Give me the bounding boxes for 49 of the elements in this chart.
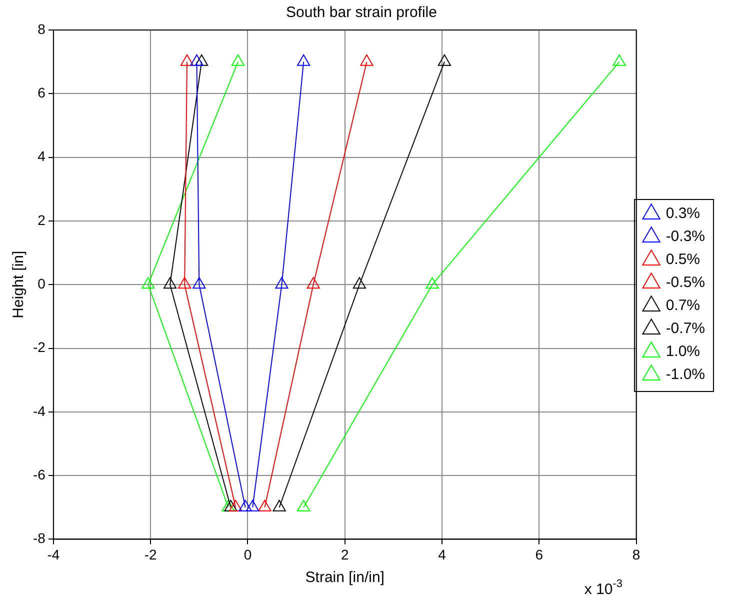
x-tick-label: 6 xyxy=(535,546,544,562)
x-tick-label: 8 xyxy=(632,546,640,562)
point xyxy=(297,500,310,512)
point xyxy=(231,54,245,66)
point xyxy=(178,277,192,289)
point xyxy=(142,277,155,289)
legend-label: -0.5% xyxy=(666,274,706,292)
point xyxy=(306,277,320,289)
point xyxy=(426,277,439,289)
legend-label: 0.3% xyxy=(666,205,700,222)
y-tick-label: 2 xyxy=(38,212,46,228)
y-tick-label: -4 xyxy=(32,402,46,419)
point xyxy=(180,54,194,66)
legend-label: -0.7% xyxy=(666,320,706,338)
point xyxy=(352,277,366,289)
y-tick-label: -8 xyxy=(32,530,46,546)
point xyxy=(612,54,626,66)
point xyxy=(224,500,238,512)
point xyxy=(275,277,288,289)
y-tick-label: -2 xyxy=(32,339,46,356)
y-tick-label: -6 xyxy=(32,466,46,482)
y-tick-label: 6 xyxy=(38,84,46,101)
x-axis-title: Strain [in/in] xyxy=(305,569,384,586)
point xyxy=(272,500,286,512)
point xyxy=(258,500,272,512)
legend-label: 0.5% xyxy=(666,251,700,268)
x-tick-label: 2 xyxy=(340,546,349,562)
legend-label: -1.0% xyxy=(666,366,706,384)
point xyxy=(192,277,206,289)
point xyxy=(163,277,177,289)
y-axis-title: Height [in] xyxy=(10,250,28,318)
legend-label: 1.0% xyxy=(666,343,700,360)
point xyxy=(360,54,374,66)
y-tick-label: 8 xyxy=(38,20,46,37)
point xyxy=(195,54,208,66)
legend-label: -0.3% xyxy=(666,228,706,246)
x-tick-label: -2 xyxy=(144,546,158,562)
x-tick-label: 4 xyxy=(438,546,446,562)
y-tick-label: 0 xyxy=(38,275,46,292)
point xyxy=(238,500,252,512)
point xyxy=(297,54,310,66)
y-tick-label: 4 xyxy=(38,148,46,164)
point xyxy=(229,500,242,512)
legend-label: 0.7% xyxy=(666,297,700,314)
point xyxy=(246,500,260,512)
x-tick-label: 0 xyxy=(244,546,252,562)
point xyxy=(190,54,204,66)
point xyxy=(438,54,452,66)
chart-title: South bar strain profile xyxy=(286,4,437,22)
